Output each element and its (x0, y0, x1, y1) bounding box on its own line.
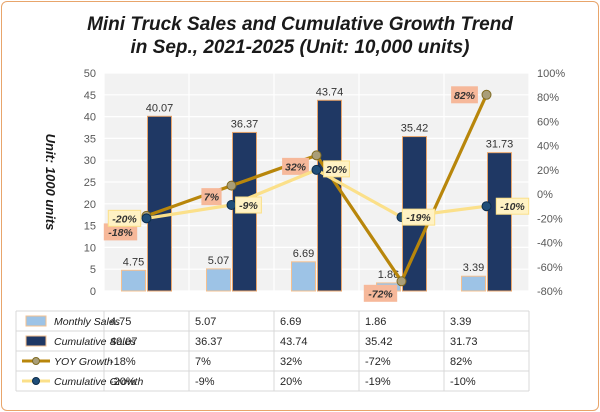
table-cell: 1.86 (365, 316, 386, 328)
y-tick-label: 25 (84, 177, 96, 189)
line-label-box (201, 188, 222, 206)
line-data-label: 32% (285, 161, 307, 173)
bar-data-label: 31.73 (486, 139, 514, 151)
y2-tick-label: 40% (537, 141, 559, 153)
y-tick-label: 30 (84, 155, 96, 167)
bar-monthly-sales (121, 269, 146, 292)
legend-series-name: YOY Growth (54, 356, 113, 368)
bar-data-label: 40.07 (146, 102, 174, 114)
y2-tick-label: 0% (537, 189, 553, 201)
table-cell: -20% (110, 376, 136, 388)
bar-data-label: 35.42 (401, 123, 429, 135)
bar-monthly-sales (291, 261, 316, 292)
bar-data-label: 4.75 (123, 256, 144, 268)
y-tick-label: 0 (90, 286, 96, 298)
line-data-label: 20% (325, 164, 348, 176)
line-data-label: 7% (204, 192, 220, 204)
y-tick-label: 10 (84, 242, 96, 254)
line-data-label: -19% (406, 212, 431, 224)
line-marker (311, 150, 322, 161)
table-cell: 32% (280, 356, 302, 368)
table-cell: 3.39 (450, 316, 471, 328)
line-label-box (401, 208, 436, 226)
bar-data-label: 5.07 (208, 255, 229, 267)
table-cell: 6.69 (280, 316, 301, 328)
table-cell: 5.07 (195, 316, 216, 328)
y2-tick-label: 20% (537, 165, 559, 177)
table-cell: -18% (110, 356, 136, 368)
line-data-label: -10% (500, 201, 525, 213)
y2-tick-label: 100% (537, 68, 565, 80)
line-data-label: -9% (239, 200, 258, 212)
y-tick-label: 50 (84, 68, 96, 80)
y-tick-label: 5 (90, 264, 96, 276)
table-cell: -10% (450, 376, 476, 388)
line-label-box (495, 197, 530, 215)
line-marker (311, 164, 322, 175)
line-data-label: -72% (368, 288, 393, 300)
chart-title-line-1: Mini Truck Sales and Cumulative Growth T… (87, 14, 513, 35)
bar-cumulative-sales (317, 99, 342, 292)
line-marker (481, 201, 492, 212)
y-tick-label: 35 (84, 133, 96, 145)
line-label-box (363, 284, 398, 302)
line-label-box (235, 196, 262, 214)
bar-data-label: 43.74 (316, 86, 344, 98)
table-cell: 35.42 (365, 336, 393, 348)
y-axis-label: Unit: 1000 units (43, 134, 58, 231)
y-tick-label: 45 (84, 90, 96, 102)
bar-monthly-sales (461, 275, 486, 292)
table-cell: 7% (195, 356, 211, 368)
legend-key-bar (25, 335, 47, 347)
table-cell: -9% (195, 376, 215, 388)
y2-tick-label: 80% (537, 92, 559, 104)
y2-tick-label: -40% (537, 238, 563, 250)
table-cell: 20% (280, 376, 302, 388)
line-label-box (323, 160, 350, 178)
table-cell: 43.74 (280, 336, 308, 348)
line-marker (141, 213, 152, 224)
table-cell: 36.37 (195, 336, 223, 348)
bar-data-label: 3.39 (463, 262, 484, 274)
legend-key-bar (25, 315, 47, 327)
legend-key-marker (32, 377, 40, 385)
table-cell: -72% (365, 356, 391, 368)
line-marker (226, 180, 237, 191)
y-tick-label: 40 (84, 112, 96, 124)
legend-series-name: Cumulative Growth (54, 376, 143, 388)
line-data-label: -20% (112, 213, 137, 225)
line-label-box (451, 86, 478, 104)
line-data-label: -18% (108, 227, 133, 239)
table-cell: -19% (365, 376, 391, 388)
legend-series-name: Cumulative Sales (54, 336, 136, 348)
bar-cumulative-sales (147, 115, 172, 292)
table-cell: 4.75 (110, 316, 131, 328)
bar-monthly-sales (206, 268, 231, 292)
legend-key-marker (32, 357, 40, 365)
y-tick-label: 20 (84, 199, 96, 211)
chart-title-line-2: in Sep., 2021-2025 (Unit: 10,000 units) (131, 37, 470, 58)
line-label-box (107, 209, 142, 227)
table-cell: 40.07 (110, 336, 138, 348)
line-marker (481, 89, 492, 100)
y2-tick-label: -60% (537, 262, 563, 274)
y2-tick-label: 60% (537, 116, 559, 128)
legend-series-name: Monthly Sales (54, 316, 121, 328)
y2-tick-label: -80% (537, 286, 563, 298)
line-label-box (282, 157, 309, 175)
table-cell: 82% (450, 356, 472, 368)
table-cell: 31.73 (450, 336, 478, 348)
line-marker (396, 276, 407, 287)
line-data-label: 82% (454, 90, 476, 102)
bar-cumulative-sales (487, 152, 512, 292)
line-marker (226, 200, 237, 211)
bar-data-label: 36.37 (231, 118, 259, 130)
y-tick-label: 15 (84, 221, 96, 233)
y2-tick-label: -20% (537, 213, 563, 225)
bar-data-label: 6.69 (293, 248, 314, 260)
